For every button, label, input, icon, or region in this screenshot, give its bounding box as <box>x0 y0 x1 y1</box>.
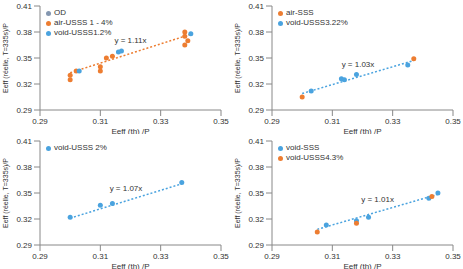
svg-text:0.29: 0.29 <box>16 106 32 115</box>
svg-text:0.29: 0.29 <box>248 241 264 250</box>
svg-text:0.29: 0.29 <box>32 252 48 261</box>
html-text:void-USSS3.22%: void-USSS3.22% <box>286 18 348 27</box>
html-text:OD: OD <box>54 8 66 17</box>
svg-text:0.32: 0.32 <box>248 80 264 89</box>
html-text:air-USSS 1 - 4%: air-USSS 1 - 4% <box>54 18 113 27</box>
svg-text:0.41: 0.41 <box>248 2 264 11</box>
svg-text:y = 1.03x: y = 1.03x <box>342 60 375 69</box>
svg-text:0.32: 0.32 <box>16 215 32 224</box>
svg-text:y = 1.11x: y = 1.11x <box>114 36 146 45</box>
svg-text:0.32: 0.32 <box>16 80 32 89</box>
svg-text:0.35: 0.35 <box>16 54 32 63</box>
svg-text:0.35: 0.35 <box>248 54 264 63</box>
svg-text:0.32: 0.32 <box>248 215 264 224</box>
html-text:void-USSS4.3%: void-USSS4.3% <box>286 153 344 162</box>
html-text:void-SSS: void-SSS <box>286 143 320 152</box>
svg-text:0.31: 0.31 <box>325 117 341 126</box>
svg-text:0.29: 0.29 <box>32 117 48 126</box>
svg-text:0.31: 0.31 <box>93 117 109 126</box>
svg-text:0.41: 0.41 <box>16 2 32 11</box>
svg-text:Eeff (th) /P: Eeff (th) /P <box>111 127 149 134</box>
svg-text:Eeff (réelle, T=335s)/P: Eeff (réelle, T=335s)/P <box>234 158 242 228</box>
svg-text:y = 1.01x: y = 1.01x <box>361 195 394 204</box>
svg-text:0.41: 0.41 <box>16 137 32 146</box>
svg-text:y = 1.07x: y = 1.07x <box>110 184 143 193</box>
svg-text:Eeff (réelle, T=335s)/P: Eeff (réelle, T=335s)/P <box>8 158 10 228</box>
html-text:air-SSS: air-SSS <box>286 8 314 17</box>
svg-text:Eeff (th) /P: Eeff (th) /P <box>343 127 381 134</box>
svg-text:0.33: 0.33 <box>385 252 401 261</box>
svg-text:0.41: 0.41 <box>248 137 264 146</box>
svg-text:Eeff (réelle, T=335s)/P: Eeff (réelle, T=335s)/P <box>8 23 10 93</box>
svg-text:0.31: 0.31 <box>93 252 109 261</box>
svg-text:0.38: 0.38 <box>16 28 32 37</box>
svg-text:0.35: 0.35 <box>16 189 32 198</box>
svg-text:0.38: 0.38 <box>16 163 32 172</box>
svg-text:0.31: 0.31 <box>325 252 341 261</box>
svg-text:0.29: 0.29 <box>264 252 280 261</box>
svg-text:0.38: 0.38 <box>248 28 264 37</box>
svg-text:0.38: 0.38 <box>248 163 264 172</box>
svg-text:0.35: 0.35 <box>213 252 229 261</box>
svg-text:0.29: 0.29 <box>16 241 32 250</box>
svg-text:0.29: 0.29 <box>248 106 264 115</box>
svg-text:0.35: 0.35 <box>445 117 455 126</box>
svg-text:0.35: 0.35 <box>213 117 229 126</box>
svg-text:Eeff (th) /P: Eeff (th) /P <box>343 262 381 269</box>
html-text:void-USSS1.2%: void-USSS1.2% <box>54 28 112 37</box>
svg-text:0.33: 0.33 <box>153 252 169 261</box>
svg-text:0.33: 0.33 <box>385 117 401 126</box>
html-text:void-USSS 2%: void-USSS 2% <box>54 143 107 152</box>
svg-text:0.29: 0.29 <box>264 117 280 126</box>
svg-text:Eeff (th) /P: Eeff (th) /P <box>111 262 149 269</box>
svg-text:0.33: 0.33 <box>153 117 169 126</box>
svg-text:Eeff (réelle, T=335s)/P: Eeff (réelle, T=335s)/P <box>234 23 242 93</box>
svg-text:0.35: 0.35 <box>445 252 455 261</box>
svg-text:0.35: 0.35 <box>248 189 264 198</box>
